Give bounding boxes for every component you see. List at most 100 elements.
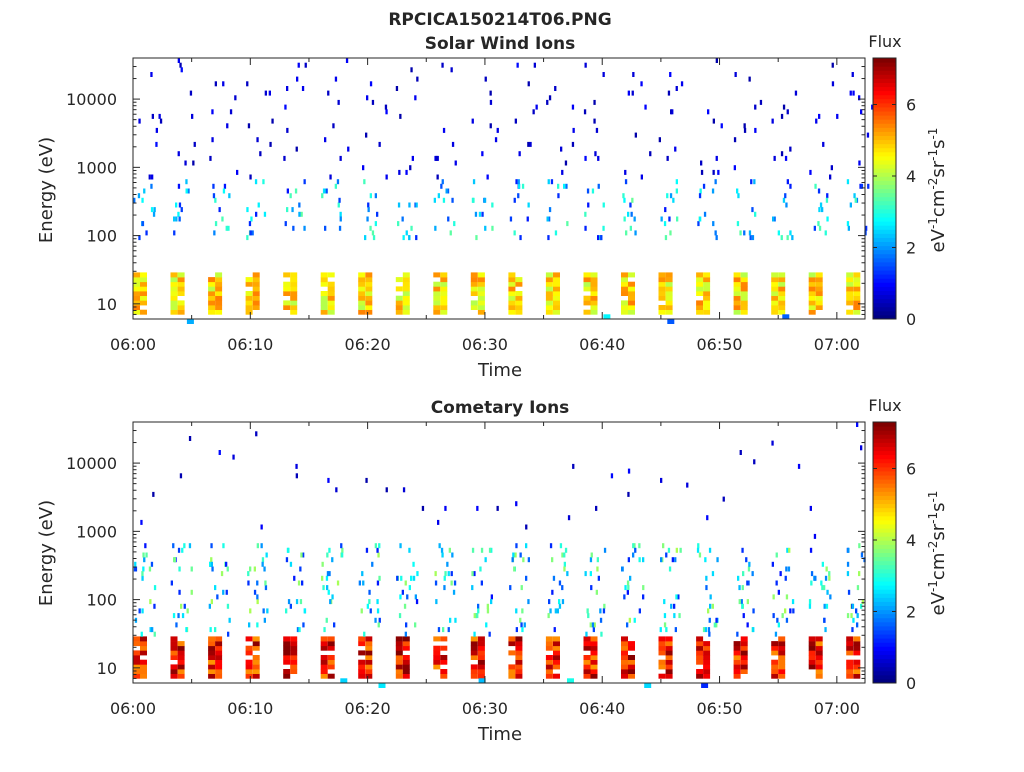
heatmap-cell	[215, 659, 223, 665]
heatmap-cell	[665, 659, 673, 665]
heatmap-cell	[825, 603, 829, 609]
heatmap-cell	[853, 305, 861, 310]
heatmap-cell	[211, 137, 214, 143]
heatmap-cell	[707, 627, 711, 633]
heatmap-cell	[508, 295, 516, 301]
heatmap-cell	[567, 515, 571, 521]
heatmap-cell	[287, 547, 290, 553]
heatmap-cell	[140, 277, 147, 283]
heatmap-cell	[853, 286, 861, 292]
heatmap-cell	[470, 641, 478, 647]
heatmap-cell	[553, 281, 560, 287]
x-tick-label: 06:20	[345, 699, 391, 718]
heatmap-cell	[545, 673, 553, 679]
colorbar-segment	[873, 78, 896, 83]
heatmap-cell	[664, 235, 668, 241]
heatmap-cell	[861, 599, 864, 605]
plot-frame	[132, 57, 866, 320]
heatmap-cell	[532, 109, 535, 115]
heatmap-cell	[284, 221, 287, 227]
heatmap-cell	[777, 589, 780, 595]
heatmap-cell	[345, 58, 349, 63]
heatmap-cell	[333, 622, 336, 628]
heatmap-cell	[479, 566, 482, 572]
heatmap-cell	[408, 202, 411, 208]
heatmap-cell	[444, 505, 447, 511]
heatmap-cell	[438, 543, 441, 549]
heatmap-cell	[255, 211, 258, 217]
heatmap-cell	[440, 286, 448, 292]
heatmap-cell	[703, 645, 711, 651]
heatmap-cell	[527, 202, 530, 208]
x-tick-label: 06:30	[462, 335, 508, 354]
colorbar-segment	[873, 306, 896, 312]
heatmap-cell	[365, 645, 373, 651]
heatmap-cell	[327, 641, 335, 647]
heatmap-cell	[517, 193, 520, 199]
heatmap-cell	[733, 300, 741, 306]
heatmap-cell	[358, 636, 366, 642]
heatmap-cell	[334, 183, 337, 189]
heatmap-cell	[785, 617, 789, 623]
heatmap-cell	[140, 650, 147, 656]
heatmap-cell	[395, 664, 403, 670]
colorbar-segment	[873, 658, 896, 664]
heatmap-cell	[170, 650, 178, 656]
heatmap-cell	[671, 557, 674, 563]
heatmap-cell	[715, 235, 718, 241]
heatmap-cell	[551, 589, 554, 595]
heatmap-cell	[733, 295, 741, 301]
heatmap-cell	[440, 291, 448, 296]
heatmap-cell	[633, 216, 636, 222]
x-tick-label: 07:00	[814, 335, 860, 354]
heatmap-cell	[358, 281, 366, 287]
colorbar-segment	[873, 192, 896, 198]
heatmap-cell	[740, 636, 748, 642]
heatmap-cell	[853, 650, 861, 656]
heatmap-cell	[545, 272, 553, 278]
heatmap-cell	[295, 473, 298, 479]
heatmap-cell	[733, 286, 741, 292]
heatmap-cell	[137, 193, 141, 199]
heatmap-cell	[185, 627, 188, 633]
heatmap-cell	[453, 221, 456, 227]
heatmap-cell	[170, 300, 178, 306]
heatmap-cell	[634, 132, 637, 138]
heatmap-cell	[483, 197, 487, 203]
colorbar-segment	[873, 519, 896, 525]
heatmap-cell	[508, 291, 516, 296]
heatmap-cell	[733, 664, 741, 670]
heatmap-cell	[150, 561, 154, 567]
heatmap-cell	[215, 673, 223, 679]
heatmap-cell	[264, 585, 268, 591]
heatmap-cell	[665, 295, 673, 301]
heatmap-cell	[178, 202, 182, 208]
heatmap-cell	[733, 659, 741, 665]
heatmap-cell	[519, 617, 522, 623]
heatmap-cell	[583, 641, 591, 647]
heatmap-cell	[181, 613, 185, 619]
colorbar-segment	[873, 102, 896, 108]
heatmap-cell	[447, 627, 450, 633]
heatmap-cell	[339, 155, 342, 161]
heatmap-cell	[481, 211, 484, 217]
heatmap-cell	[245, 669, 253, 674]
colorbar-segment	[873, 523, 896, 529]
heatmap-cell	[771, 641, 779, 647]
heatmap-cell	[402, 673, 410, 679]
heatmap-cell	[440, 645, 448, 651]
heatmap-cell	[736, 631, 739, 637]
heatmap-cell	[298, 211, 301, 217]
heatmap-cell	[679, 547, 682, 553]
heatmap-cell	[365, 655, 373, 660]
heatmap-cell	[283, 655, 291, 660]
heatmap-cell	[215, 272, 223, 278]
heatmap-cell	[846, 613, 850, 619]
heatmap-cell	[477, 669, 485, 674]
heatmap-cell	[707, 109, 710, 115]
heatmap-cell	[208, 659, 216, 665]
heatmap-cell	[485, 622, 488, 628]
heatmap-cell	[658, 295, 666, 301]
heatmap-cell	[283, 286, 291, 292]
